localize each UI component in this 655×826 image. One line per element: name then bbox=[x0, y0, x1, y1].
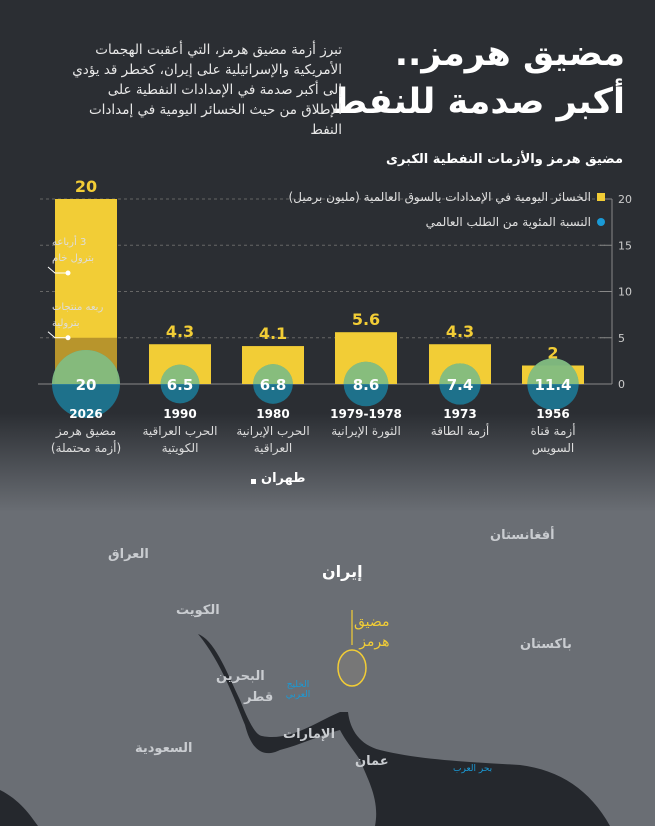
tehran-marker bbox=[251, 479, 256, 484]
y-tick-label: 20 bbox=[618, 193, 632, 206]
category-name: الثورة الإيرانية bbox=[331, 424, 401, 439]
label-bahrain: البحرين bbox=[216, 669, 265, 684]
category-year: 1973 bbox=[443, 407, 476, 421]
percent-label: 7.4 bbox=[447, 376, 474, 394]
percent-bubble-top bbox=[160, 364, 200, 384]
label-hormuz-2: هرمز bbox=[359, 634, 390, 650]
bar-value-label: 4.3 bbox=[166, 322, 194, 341]
title-line-1: مضيق هرمز.. bbox=[394, 34, 625, 74]
label-iran: إيران bbox=[322, 562, 363, 581]
category-year: 2026 bbox=[69, 407, 102, 421]
annotation-dot bbox=[65, 270, 71, 276]
bar-value-label: 20 bbox=[75, 177, 97, 196]
category-year: 1990 bbox=[163, 407, 196, 421]
legend-swatch-yellow bbox=[597, 193, 605, 201]
category-name: الحرب الإيرانية bbox=[236, 424, 309, 439]
percent-bubble-top bbox=[52, 350, 120, 384]
annotation-text: 3 أرباعه bbox=[52, 235, 86, 248]
percent-bubble-top bbox=[527, 358, 579, 384]
label-arabian-sea: بحر العرب bbox=[453, 764, 493, 774]
category-year: 1980 bbox=[256, 407, 289, 421]
y-tick-label: 5 bbox=[618, 332, 625, 345]
category-name-line2: الكويتية bbox=[162, 441, 199, 456]
label-oman: عمان bbox=[355, 754, 389, 769]
legend-label: النسبة المئوية من الطلب العالمي bbox=[425, 215, 591, 229]
percent-label: 8.6 bbox=[353, 376, 380, 394]
percent-label: 20 bbox=[76, 376, 97, 394]
page-title: مضيق هرمز.. أكبر صدمة للنفط bbox=[331, 30, 625, 126]
category-year: 1956 bbox=[536, 407, 569, 421]
percent-bubble-top bbox=[253, 364, 293, 384]
bar-value-label: 2 bbox=[547, 344, 558, 363]
label-uae: الإمارات bbox=[283, 727, 336, 742]
label-kuwait: الكويت bbox=[176, 603, 220, 618]
title-line-2: أكبر صدمة للنفط bbox=[330, 82, 625, 122]
y-tick-label: 15 bbox=[618, 239, 632, 252]
y-tick-label: 10 bbox=[618, 286, 632, 299]
intro-text: تبرز أزمة مضيق هرمز، التي أعقبت الهجمات … bbox=[72, 42, 342, 138]
label-afghanistan: أفغانستان bbox=[490, 528, 555, 543]
legend-item-percent: النسبة المئوية من الطلب العالمي bbox=[426, 215, 605, 229]
label-iraq: العراق bbox=[108, 547, 149, 562]
percent-bubble-top bbox=[439, 363, 481, 384]
category-year: 1979-1978 bbox=[330, 407, 402, 421]
category-name-line2: السويس bbox=[532, 441, 575, 456]
annotation-arrow bbox=[47, 266, 66, 274]
category-name-line2: (أزمة محتملة) bbox=[51, 440, 121, 456]
label-pakistan: باكستان bbox=[520, 637, 572, 652]
legend-swatch-blue bbox=[597, 218, 605, 226]
category-name-line2: العراقية bbox=[254, 441, 293, 456]
category-name: أزمة قناة bbox=[530, 423, 575, 439]
annotation-text: ربعه منتجات bbox=[52, 302, 103, 313]
percent-bubble-top bbox=[343, 361, 389, 384]
category-name: أزمة الطاقة bbox=[431, 423, 489, 439]
label-gulf: الخليج العربي bbox=[285, 680, 311, 700]
percent-label: 11.4 bbox=[534, 376, 571, 394]
y-tick-label: 0 bbox=[618, 378, 625, 391]
hormuz-highlight bbox=[337, 649, 367, 687]
bar-value-label: 5.6 bbox=[352, 310, 380, 329]
legend-label: الخسائر اليومية في الإمدادات بالسوق العا… bbox=[288, 190, 591, 204]
category-name: الحرب العراقية bbox=[143, 424, 218, 439]
label-tehran: طهران bbox=[261, 471, 306, 486]
chart-title: مضيق هرمز والأزمات النفطية الكبرى bbox=[386, 152, 623, 167]
percent-label: 6.5 bbox=[167, 376, 194, 394]
percent-label: 6.8 bbox=[260, 376, 287, 394]
annotation-text-line2: بترولية bbox=[52, 318, 80, 329]
label-saudi: السعودية bbox=[135, 741, 193, 756]
label-hormuz-1: مضيق bbox=[354, 614, 390, 630]
annotation-text-line2: بترول خام bbox=[52, 253, 94, 264]
bar-value-label: 4.1 bbox=[259, 324, 287, 343]
label-qatar: قطر bbox=[244, 690, 274, 705]
bar-value-label: 4.3 bbox=[446, 322, 474, 341]
bar-chart: 0 5 10 15 20 20 20 2026 مضيق هرمز(أزمة محتملة) 4.… bbox=[38, 177, 632, 456]
annotation-arrow bbox=[47, 331, 66, 339]
legend-item-losses: الخسائر اليومية في الإمدادات بالسوق العا… bbox=[289, 190, 605, 204]
category-name: مضيق هرمز bbox=[55, 424, 116, 439]
annotation-dot bbox=[65, 335, 71, 341]
